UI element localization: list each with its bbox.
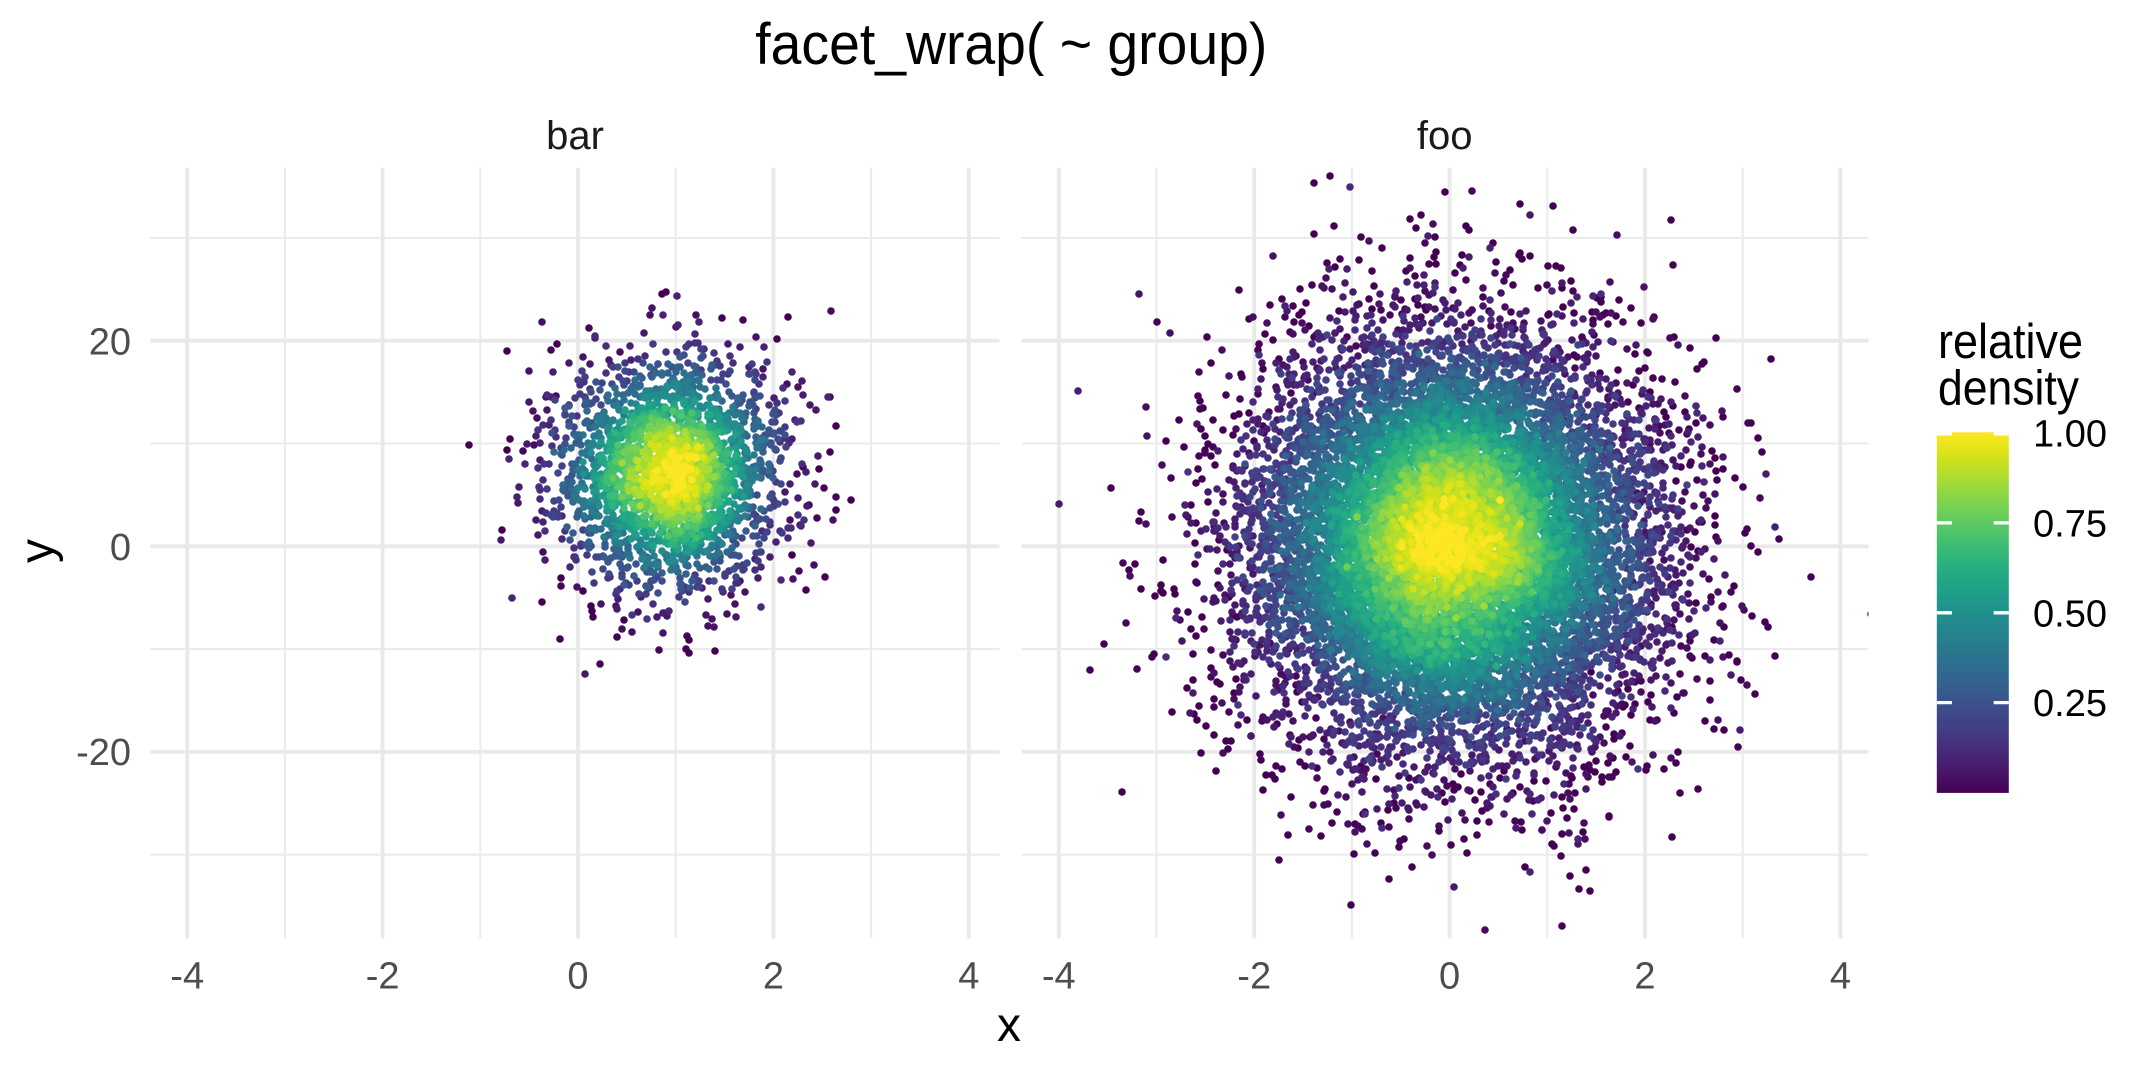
- svg-text:4: 4: [1830, 956, 1851, 998]
- svg-text:0: 0: [1439, 956, 1460, 998]
- svg-text:2: 2: [1634, 956, 1655, 998]
- svg-text:0: 0: [567, 956, 588, 998]
- svg-text:4: 4: [958, 956, 979, 998]
- svg-text:0.25: 0.25: [2033, 683, 2107, 725]
- svg-text:0.50: 0.50: [2033, 593, 2107, 635]
- svg-text:-2: -2: [1237, 956, 1271, 998]
- svg-text:x: x: [997, 999, 1021, 1052]
- svg-text:-4: -4: [1042, 956, 1076, 998]
- svg-text:2: 2: [763, 956, 784, 998]
- svg-text:0.75: 0.75: [2033, 504, 2107, 546]
- svg-text:foo: foo: [1417, 114, 1473, 158]
- svg-text:relative: relative: [1938, 315, 2083, 369]
- svg-text:-4: -4: [170, 956, 204, 998]
- svg-text:-2: -2: [366, 956, 400, 998]
- svg-text:density: density: [1938, 362, 2079, 416]
- svg-text:20: 20: [89, 322, 131, 364]
- svg-text:facet_wrap( ~ group): facet_wrap( ~ group): [755, 12, 1267, 77]
- svg-text:bar: bar: [546, 114, 604, 158]
- svg-text:-20: -20: [76, 732, 131, 774]
- svg-text:0: 0: [110, 527, 131, 569]
- svg-text:1.00: 1.00: [2033, 414, 2107, 456]
- svg-text:y: y: [11, 539, 64, 563]
